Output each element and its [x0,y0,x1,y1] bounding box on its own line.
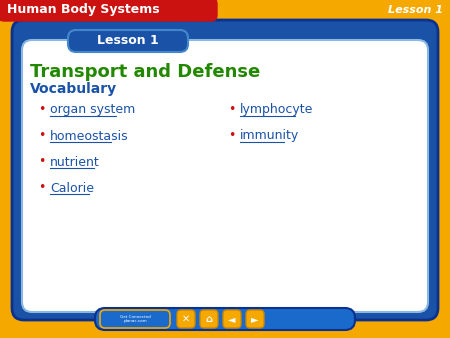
FancyBboxPatch shape [200,310,218,328]
Text: Vocabulary: Vocabulary [30,82,117,96]
Text: organ system: organ system [50,103,135,117]
Text: lymphocyte: lymphocyte [240,103,313,117]
Text: ⌂: ⌂ [206,314,212,324]
Text: •: • [38,103,45,117]
Text: •: • [228,103,235,117]
FancyBboxPatch shape [100,310,170,328]
Text: •: • [38,155,45,169]
FancyBboxPatch shape [22,40,428,312]
Text: Transport and Defense: Transport and Defense [30,63,260,81]
Text: ◄: ◄ [228,314,236,324]
FancyBboxPatch shape [12,20,438,320]
FancyBboxPatch shape [68,30,188,52]
FancyBboxPatch shape [223,310,241,328]
Text: Lesson 1: Lesson 1 [388,5,443,15]
Text: •: • [38,182,45,194]
Text: •: • [228,129,235,143]
Text: •: • [38,129,45,143]
FancyBboxPatch shape [177,310,195,328]
Text: ✕: ✕ [182,314,190,324]
Text: ►: ► [251,314,259,324]
FancyBboxPatch shape [0,0,217,21]
Text: Get Connected
planac.com: Get Connected planac.com [120,315,150,323]
Text: Lesson 1: Lesson 1 [97,34,159,48]
Text: nutrient: nutrient [50,155,100,169]
Text: Human Body Systems: Human Body Systems [7,3,160,17]
FancyBboxPatch shape [95,308,355,330]
Text: immunity: immunity [240,129,299,143]
FancyBboxPatch shape [246,310,264,328]
Text: Calorie: Calorie [50,182,94,194]
Text: homeostasis: homeostasis [50,129,129,143]
